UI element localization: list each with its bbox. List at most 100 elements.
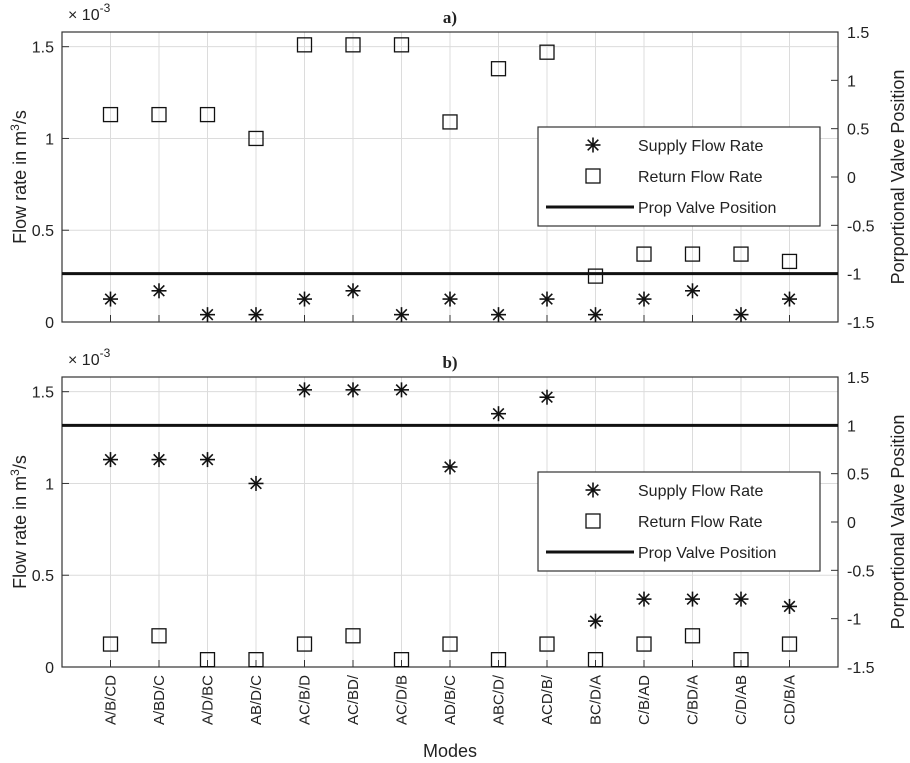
supply-flow-point <box>636 291 652 307</box>
return-flow-point <box>684 628 701 644</box>
supply-flow-point <box>151 452 167 468</box>
data-marks <box>62 382 838 668</box>
legend: Supply Flow Rate Return Flow Rate Prop Val… <box>537 471 821 572</box>
return-flow-point <box>587 268 604 284</box>
legend-box <box>537 471 821 572</box>
return-flow-point <box>733 246 749 262</box>
x-tick-label: AB/D/C <box>248 675 265 725</box>
legend-box <box>537 126 821 227</box>
supply-flow-point <box>200 452 215 468</box>
y-tick-label: 1 <box>45 476 54 493</box>
y-axis-label: Flow rate in m3/s <box>8 455 30 589</box>
y2-tick-label: 1.5 <box>847 370 869 387</box>
y-tick-label: 1.5 <box>32 385 54 402</box>
return-flow-point <box>587 652 604 668</box>
y-tick-label: 0.5 <box>32 223 54 240</box>
return-flow-point <box>539 44 555 60</box>
supply-flow-point <box>491 307 506 323</box>
y2-tick-label: 0.5 <box>847 467 869 484</box>
return-flow-point <box>733 652 749 668</box>
return-flow-point <box>151 628 167 644</box>
supply-flow-point <box>588 613 603 629</box>
x-tick-label: A/B/CD <box>103 675 120 725</box>
return-flow-point <box>248 652 264 668</box>
return-flow-point <box>636 636 652 652</box>
return-flow-point <box>199 106 216 123</box>
y-tick-label: 0.5 <box>32 568 54 585</box>
y2-tick-label: 0 <box>847 170 856 187</box>
return-flow-point <box>442 114 458 130</box>
y2-tick-label: 1 <box>847 73 856 90</box>
return-flow-point <box>296 37 313 53</box>
return-flow-point <box>781 253 798 270</box>
panel-title: b) <box>442 353 457 372</box>
x-tick-label: C/B/AD <box>636 675 653 725</box>
y2-tick-label: 1 <box>847 418 856 435</box>
supply-flow-point <box>782 598 797 614</box>
x-tick-label: ACD/B/ <box>539 674 556 725</box>
return-flow-point <box>345 37 361 53</box>
x-tick-label: AD/B/C <box>442 675 459 725</box>
supply-flow-point <box>297 291 312 307</box>
y2-axis-label: Porportional Valve Position <box>888 70 908 285</box>
return-flow-point <box>539 636 555 652</box>
y2-tick-label: 1.5 <box>847 25 869 42</box>
y2-axis-label: Porportional Valve Position <box>888 415 908 630</box>
x-tick-label: BC/D/A <box>588 675 605 725</box>
y-tick-label: 0 <box>45 660 54 677</box>
supply-flow-point <box>733 591 749 607</box>
x-tick-label: C/D/AB <box>733 675 750 725</box>
y-tick-label: 1 <box>45 131 54 148</box>
y-tick-label: 1.5 <box>32 40 54 57</box>
supply-flow-point <box>200 307 215 323</box>
supply-flow-point <box>685 283 700 299</box>
y2-tick-label: -0.5 <box>847 563 875 580</box>
x-tick-label: AC/BD/ <box>345 674 362 725</box>
supply-flow-point <box>442 291 458 307</box>
return-flow-point <box>393 37 410 53</box>
return-flow-point <box>781 636 798 652</box>
y2-tick-label: -0.5 <box>847 218 875 235</box>
return-flow-point <box>684 246 701 262</box>
data-marks <box>62 37 838 323</box>
supply-flow-point <box>248 475 264 491</box>
legend-return-icon <box>585 168 601 184</box>
panel-title: a) <box>443 8 457 27</box>
return-flow-point <box>199 652 216 668</box>
legend-label: Return Flow Rate <box>638 514 763 531</box>
x-tick-label: CD/B/A <box>782 675 799 725</box>
return-flow-point <box>102 636 119 652</box>
return-flow-point <box>345 628 361 644</box>
y-multiplier: × 10-3 <box>68 346 111 369</box>
x-axis-label: Modes <box>423 741 477 761</box>
x-tick-label: A/BD/C <box>151 675 168 725</box>
y2-tick-label: 0.5 <box>847 122 869 139</box>
legend: Supply Flow Rate Return Flow Rate Prop Val… <box>537 126 821 227</box>
supply-flow-point <box>103 452 118 468</box>
y2-tick-label: -1.5 <box>847 660 875 677</box>
supply-flow-point <box>442 459 458 475</box>
supply-flow-point <box>394 382 409 398</box>
legend-supply-icon <box>585 482 601 498</box>
supply-flow-point <box>539 389 555 405</box>
supply-flow-point <box>394 307 409 323</box>
legend-supply-icon <box>585 137 601 153</box>
legend-label: Supply Flow Rate <box>638 483 763 500</box>
legend-label: Supply Flow Rate <box>638 138 763 155</box>
x-tick-label: A/D/BC <box>200 675 217 725</box>
supply-flow-point <box>297 382 312 398</box>
y-tick-label: 0 <box>45 315 54 332</box>
supply-flow-point <box>151 283 167 299</box>
legend-label: Prop Valve Position <box>638 200 776 217</box>
supply-flow-point <box>685 591 700 607</box>
return-flow-point <box>296 636 313 652</box>
y-multiplier: × 10-3 <box>68 1 111 24</box>
legend-label: Prop Valve Position <box>638 545 776 562</box>
supply-flow-point <box>782 291 797 307</box>
y2-tick-label: -1 <box>847 267 861 284</box>
return-flow-point <box>151 106 167 123</box>
supply-flow-point <box>248 307 264 323</box>
supply-flow-point <box>345 283 361 299</box>
y2-tick-label: -1 <box>847 612 861 629</box>
